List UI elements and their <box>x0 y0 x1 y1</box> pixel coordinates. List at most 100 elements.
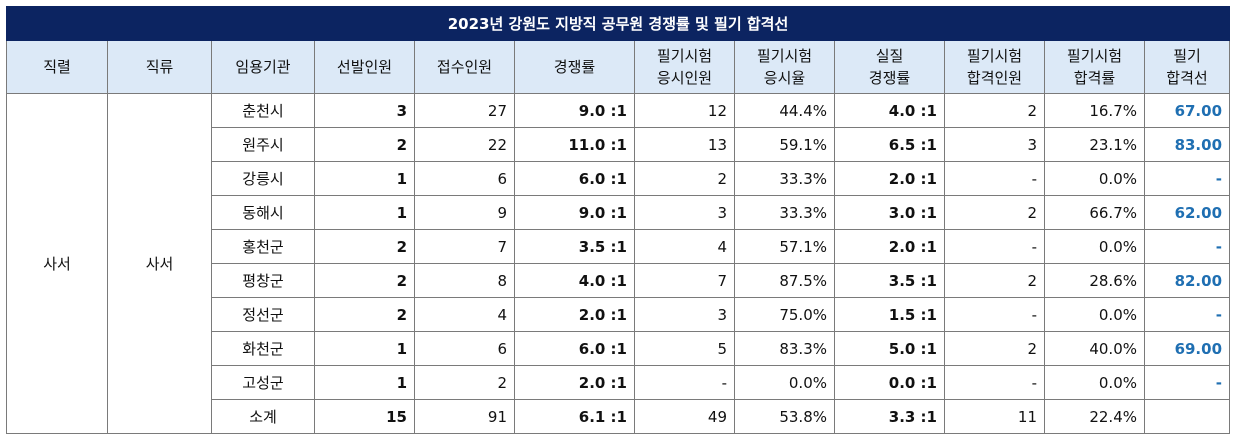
selected-cell: 2 <box>314 127 415 162</box>
header-passed: 필기시험 합격인원 <box>944 40 1045 94</box>
table-row: 홍천군 2 7 3.5 :1 4 57.1% 2.0 :1-0.0% - <box>7 229 1231 264</box>
selected-cell: 1 <box>314 195 415 230</box>
applicants-cell: 8 <box>414 263 515 298</box>
examinees-cell: 2 <box>634 161 735 196</box>
examinees-cell: - <box>634 365 735 400</box>
exam-rate-cell: 83.3% <box>734 331 835 366</box>
applicants-cell: 27 <box>414 93 515 128</box>
header-row: 직렬 직류 임용기관 선발인원 접수인원 경쟁률 필기시험 응시인원 필기시험 … <box>6 40 1231 94</box>
passed-cell: 2 <box>944 195 1045 230</box>
selected-cell: 2 <box>314 229 415 264</box>
table-row: 정선군 2 4 2.0 :1 3 75.0% 1.5 :1-0.0% - <box>7 297 1231 332</box>
selected-cell: 1 <box>314 365 415 400</box>
examinees-cell: 12 <box>634 93 735 128</box>
agency-cell: 동해시 <box>211 195 315 230</box>
passed-cell: - <box>944 229 1045 264</box>
ratio-cell: 3.5 :1 <box>514 229 635 264</box>
passed-cell: - <box>944 297 1045 332</box>
exam-rate-cell: 75.0% <box>734 297 835 332</box>
exam-rate-cell: 57.1% <box>734 229 835 264</box>
passed-cell: - <box>944 161 1045 196</box>
passed-cell: 3 <box>944 127 1045 162</box>
real-ratio-cell: 1.5 :1 <box>834 297 945 332</box>
header-cutoff: 필기 합격선 <box>1143 40 1231 94</box>
passed-cell: 2 <box>944 263 1045 298</box>
pass-rate-cell: 0.0% <box>1044 229 1145 264</box>
agency-cell: 춘천시 <box>211 93 315 128</box>
examinees-cell: 13 <box>634 127 735 162</box>
exam-rate-cell: 44.4% <box>734 93 835 128</box>
ratio-cell: 9.0 :1 <box>514 93 635 128</box>
applicants-cell: 6 <box>414 331 515 366</box>
examinees-cell: 3 <box>634 195 735 230</box>
subtotal-real-ratio: 3.3 :1 <box>834 399 945 434</box>
real-ratio-cell: 3.5 :1 <box>834 263 945 298</box>
subtotal-ratio: 6.1 :1 <box>514 399 635 434</box>
pass-rate-cell: 28.6% <box>1044 263 1145 298</box>
pass-rate-cell: 66.7% <box>1044 195 1145 230</box>
subtotal-cutoff <box>1143 399 1231 434</box>
table-row: 고성군 1 2 2.0 :1-0.0% 0.0 :1-0.0% - <box>7 365 1231 400</box>
ratio-cell: 2.0 :1 <box>514 365 635 400</box>
applicants-cell: 6 <box>414 161 515 196</box>
real-ratio-cell: 2.0 :1 <box>834 229 945 264</box>
selected-cell: 3 <box>314 93 415 128</box>
cutoff-cell: 83.00 <box>1143 127 1231 162</box>
competition-table: 2023년 강원도 지방직 공무원 경쟁률 및 필기 합격선 직렬 직류 임용기… <box>5 6 1231 434</box>
table-row: 동해시 1 9 9.0 :1 3 33.3% 3.0 :1 2 66.7% 62.00 <box>7 195 1231 230</box>
cutoff-cell: - <box>1143 365 1231 400</box>
pass-rate-cell: 23.1% <box>1044 127 1145 162</box>
cutoff-cell: - <box>1143 297 1231 332</box>
pass-rate-cell: 40.0% <box>1044 331 1145 366</box>
cutoff-cell: - <box>1143 161 1231 196</box>
agency-cell: 강릉시 <box>211 161 315 196</box>
subtotal-row: 소계 15 91 6.1 :1 49 53.8% 3.3 :1 11 22.4% <box>7 399 1231 434</box>
real-ratio-cell: 6.5 :1 <box>834 127 945 162</box>
table-row: 강릉시 1 6 6.0 :1 2 33.3% 2.0 :1-0.0% - <box>7 161 1231 196</box>
real-ratio-cell: 4.0 :1 <box>834 93 945 128</box>
ratio-cell: 6.0 :1 <box>514 161 635 196</box>
selected-cell: 1 <box>314 331 415 366</box>
examinees-cell: 4 <box>634 229 735 264</box>
agency-cell: 원주시 <box>211 127 315 162</box>
header-applicants: 접수인원 <box>414 40 515 94</box>
pass-rate-cell: 0.0% <box>1044 297 1145 332</box>
pass-rate-cell: 0.0% <box>1044 365 1145 400</box>
header-pass-rate: 필기시험 합격률 <box>1044 40 1145 94</box>
agency-cell: 화천군 <box>211 331 315 366</box>
applicants-cell: 9 <box>414 195 515 230</box>
cutoff-cell: 82.00 <box>1143 263 1231 298</box>
selected-cell: 2 <box>314 297 415 332</box>
header-series: 직렬 <box>6 40 108 94</box>
applicants-cell: 7 <box>414 229 515 264</box>
branch-cell: 사서 <box>107 93 212 434</box>
table-row: 사서 사서 춘천시 3 27 9.0 :1 12 44.4% 4.0 :1 2 16.7% 67.00 <box>6 93 1231 434</box>
selected-cell: 2 <box>314 263 415 298</box>
header-real-ratio: 실질 경쟁률 <box>834 40 945 94</box>
exam-rate-cell: 33.3% <box>734 195 835 230</box>
pass-rate-cell: 0.0% <box>1044 161 1145 196</box>
header-exam-rate: 필기시험 응시율 <box>734 40 835 94</box>
exam-rate-cell: 59.1% <box>734 127 835 162</box>
table-title: 2023년 강원도 지방직 공무원 경쟁률 및 필기 합격선 <box>5 6 1231 41</box>
subtotal-selected: 15 <box>314 399 415 434</box>
examinees-cell: 5 <box>634 331 735 366</box>
subtotal-exam-rate: 53.8% <box>734 399 835 434</box>
header-selected: 선발인원 <box>314 40 415 94</box>
pass-rate-cell: 16.7% <box>1044 93 1145 128</box>
selected-cell: 1 <box>314 161 415 196</box>
passed-cell: 2 <box>944 93 1045 128</box>
exam-rate-cell: 33.3% <box>734 161 835 196</box>
series-cell: 사서 <box>6 93 108 434</box>
header-branch: 직류 <box>107 40 212 94</box>
examinees-cell: 3 <box>634 297 735 332</box>
ratio-cell: 9.0 :1 <box>514 195 635 230</box>
subtotal-applicants: 91 <box>414 399 515 434</box>
cutoff-cell: - <box>1143 229 1231 264</box>
ratio-cell: 2.0 :1 <box>514 297 635 332</box>
ratio-cell: 11.0 :1 <box>514 127 635 162</box>
ratio-cell: 4.0 :1 <box>514 263 635 298</box>
table-row: 평창군 2 8 4.0 :1 7 87.5% 3.5 :1 2 28.6% 82.00 <box>7 263 1231 298</box>
real-ratio-cell: 2.0 :1 <box>834 161 945 196</box>
examinees-cell: 7 <box>634 263 735 298</box>
